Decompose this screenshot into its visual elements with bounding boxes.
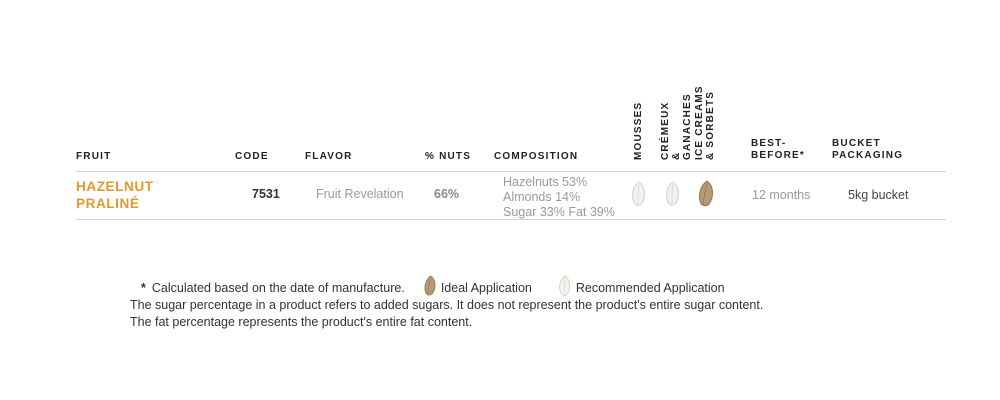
- footnote-sugar: The sugar percentage in a product refers…: [130, 298, 764, 312]
- legend-ideal: Ideal Application: [440, 281, 532, 295]
- best-before-value: 12 months: [752, 188, 811, 202]
- header-cremeux: CRÉMEUX & GANACHES: [660, 93, 693, 160]
- product-composition: Hazelnuts 53% Almonds 14% Sugar 33% Fat …: [503, 175, 615, 220]
- product-name-line1: HAZELNUT: [76, 179, 154, 194]
- header-mousses: MOUSSES: [633, 101, 644, 160]
- product-flavor: Fruit Revelation: [316, 187, 404, 201]
- header-flavor: FLAVOR: [305, 151, 353, 162]
- filled-leaf-icon: [423, 275, 437, 302]
- header-code: CODE: [235, 151, 269, 162]
- header-best-before-line1: BEST-: [751, 138, 787, 149]
- outline-leaf-icon: [631, 181, 647, 207]
- product-name: HAZELNUT PRALINÉ: [76, 178, 154, 212]
- composition-line: Almonds 14%: [503, 190, 581, 204]
- header-fruit: FRUIT: [76, 151, 112, 162]
- outline-leaf-icon: [665, 181, 681, 207]
- legend-recommended: Recommended Application: [575, 281, 725, 295]
- composition-line: Hazelnuts 53%: [503, 175, 588, 189]
- header-nuts: % NUTS: [425, 151, 472, 162]
- header-composition: COMPOSITION: [494, 151, 579, 162]
- outline-leaf-icon: [558, 275, 572, 302]
- header-bucket-line2: PACKAGING: [832, 150, 904, 161]
- legend-note: Calculated based on the date of manufact…: [151, 281, 405, 295]
- asterisk-mark: *: [141, 281, 146, 295]
- header-best-before: BEST- BEFORE*: [751, 138, 805, 162]
- product-code: 7531: [252, 187, 280, 201]
- filled-leaf-icon: [697, 180, 715, 208]
- footnote-fat: The fat percentage represents the produc…: [130, 315, 473, 329]
- footnotes: The sugar percentage in a product refers…: [130, 297, 763, 331]
- composition-line: Sugar 33% Fat 39%: [503, 205, 615, 219]
- product-nuts: 66%: [434, 187, 460, 201]
- table-top-rule: [76, 171, 946, 172]
- table-bottom-rule: [76, 219, 946, 220]
- legend: * Calculated based on the date of manufa…: [141, 275, 725, 302]
- header-bucket-line1: BUCKET: [832, 138, 881, 149]
- header-best-before-line2: BEFORE*: [751, 150, 805, 161]
- product-name-line2: PRALINÉ: [76, 196, 140, 211]
- header-bucket-packaging: BUCKET PACKAGING: [832, 138, 903, 162]
- header-icecreams: ICE CREAMS & SORBETS: [694, 85, 716, 160]
- packaging-value: 5kg bucket: [848, 188, 909, 202]
